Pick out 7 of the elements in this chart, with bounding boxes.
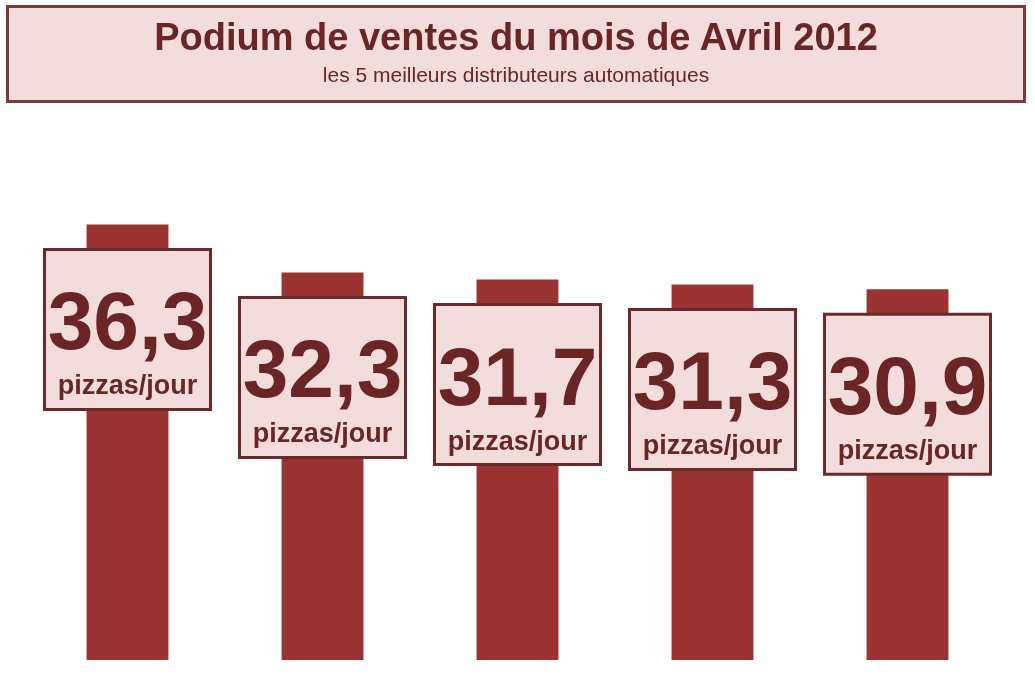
chart-title: Podium de ventes du mois de Avril 2012	[153, 16, 879, 59]
data-label: 31,7 pizzas/jour	[437, 330, 598, 456]
data-label: 30,9 pizzas/jour	[827, 340, 988, 466]
chart-subtitle: les 5 meilleurs distributeurs automatiques	[321, 63, 711, 87]
data-label: 36,3 pizzas/jour	[47, 275, 208, 401]
data-label: 31,3 pizzas/jour	[632, 335, 793, 461]
data-label: 32,3 pizzas/jour	[242, 323, 403, 449]
